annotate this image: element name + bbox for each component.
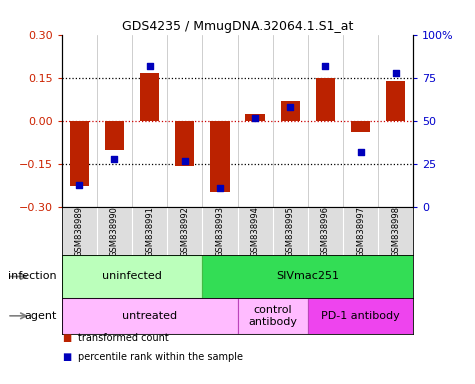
Text: GSM838995: GSM838995	[286, 206, 294, 257]
Point	[76, 182, 83, 188]
Text: GSM838994: GSM838994	[251, 206, 259, 257]
Bar	[175, 121, 194, 166]
Text: GSM838991: GSM838991	[145, 206, 154, 257]
Point	[181, 158, 189, 164]
Text: transformed count: transformed count	[78, 333, 169, 343]
Point	[357, 149, 364, 155]
Text: uninfected: uninfected	[102, 271, 162, 281]
Text: GSM838993: GSM838993	[216, 206, 224, 257]
Point	[111, 156, 118, 162]
Bar	[70, 121, 89, 186]
Bar	[351, 121, 370, 132]
Point	[251, 114, 259, 121]
Bar	[202, 255, 413, 298]
Text: ■: ■	[62, 352, 71, 362]
Bar	[105, 121, 124, 150]
Text: GSM838989: GSM838989	[75, 206, 84, 257]
Point	[392, 70, 399, 76]
Point	[216, 185, 224, 192]
Bar	[246, 114, 265, 121]
Text: agent: agent	[25, 311, 57, 321]
Bar	[308, 298, 413, 334]
Text: PD-1 antibody: PD-1 antibody	[321, 311, 400, 321]
Text: ■: ■	[62, 333, 71, 343]
Text: SIVmac251: SIVmac251	[276, 271, 339, 281]
Point	[322, 63, 329, 69]
Text: control
antibody: control antibody	[248, 305, 297, 327]
Point	[286, 104, 294, 110]
Text: GSM838998: GSM838998	[391, 206, 400, 257]
Bar	[316, 78, 335, 121]
Text: GSM838990: GSM838990	[110, 206, 119, 257]
Bar	[238, 298, 308, 334]
Text: GSM838997: GSM838997	[356, 206, 365, 257]
Point	[146, 63, 153, 69]
Text: GSM838992: GSM838992	[180, 206, 189, 257]
Text: infection: infection	[9, 271, 57, 281]
Bar	[281, 101, 300, 121]
Text: untreated: untreated	[122, 311, 177, 321]
Text: GSM838996: GSM838996	[321, 206, 330, 257]
Bar	[62, 255, 202, 298]
Bar	[210, 121, 229, 192]
Bar	[62, 298, 238, 334]
Bar	[140, 73, 159, 121]
Bar	[386, 81, 405, 121]
Text: percentile rank within the sample: percentile rank within the sample	[78, 352, 243, 362]
Title: GDS4235 / MmugDNA.32064.1.S1_at: GDS4235 / MmugDNA.32064.1.S1_at	[122, 20, 353, 33]
